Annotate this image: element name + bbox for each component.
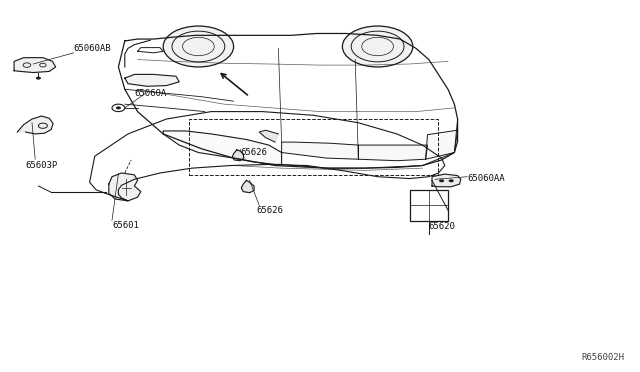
Text: 65601: 65601 (112, 221, 139, 230)
Polygon shape (282, 142, 358, 159)
Text: 65603P: 65603P (26, 161, 58, 170)
Polygon shape (432, 174, 461, 187)
Text: 65060A: 65060A (134, 89, 166, 97)
Polygon shape (358, 145, 428, 161)
Polygon shape (342, 26, 413, 67)
Circle shape (116, 106, 121, 109)
Circle shape (36, 77, 41, 80)
Circle shape (439, 179, 444, 182)
Polygon shape (125, 74, 179, 86)
Text: 65626: 65626 (256, 206, 283, 215)
Polygon shape (241, 180, 254, 193)
Polygon shape (163, 26, 234, 67)
Polygon shape (163, 131, 282, 164)
Text: 65626: 65626 (240, 148, 267, 157)
Text: 65060AA: 65060AA (467, 174, 505, 183)
Polygon shape (426, 130, 458, 159)
Text: 65620: 65620 (429, 222, 456, 231)
Bar (410, 190, 448, 221)
Polygon shape (259, 130, 278, 142)
Bar (189, 119, 438, 175)
Text: 65060AB: 65060AB (74, 44, 111, 53)
Polygon shape (109, 173, 141, 201)
Text: R656002H: R656002H (581, 353, 624, 362)
Circle shape (449, 179, 454, 182)
Polygon shape (14, 58, 56, 73)
Polygon shape (232, 150, 244, 161)
Polygon shape (17, 116, 53, 134)
